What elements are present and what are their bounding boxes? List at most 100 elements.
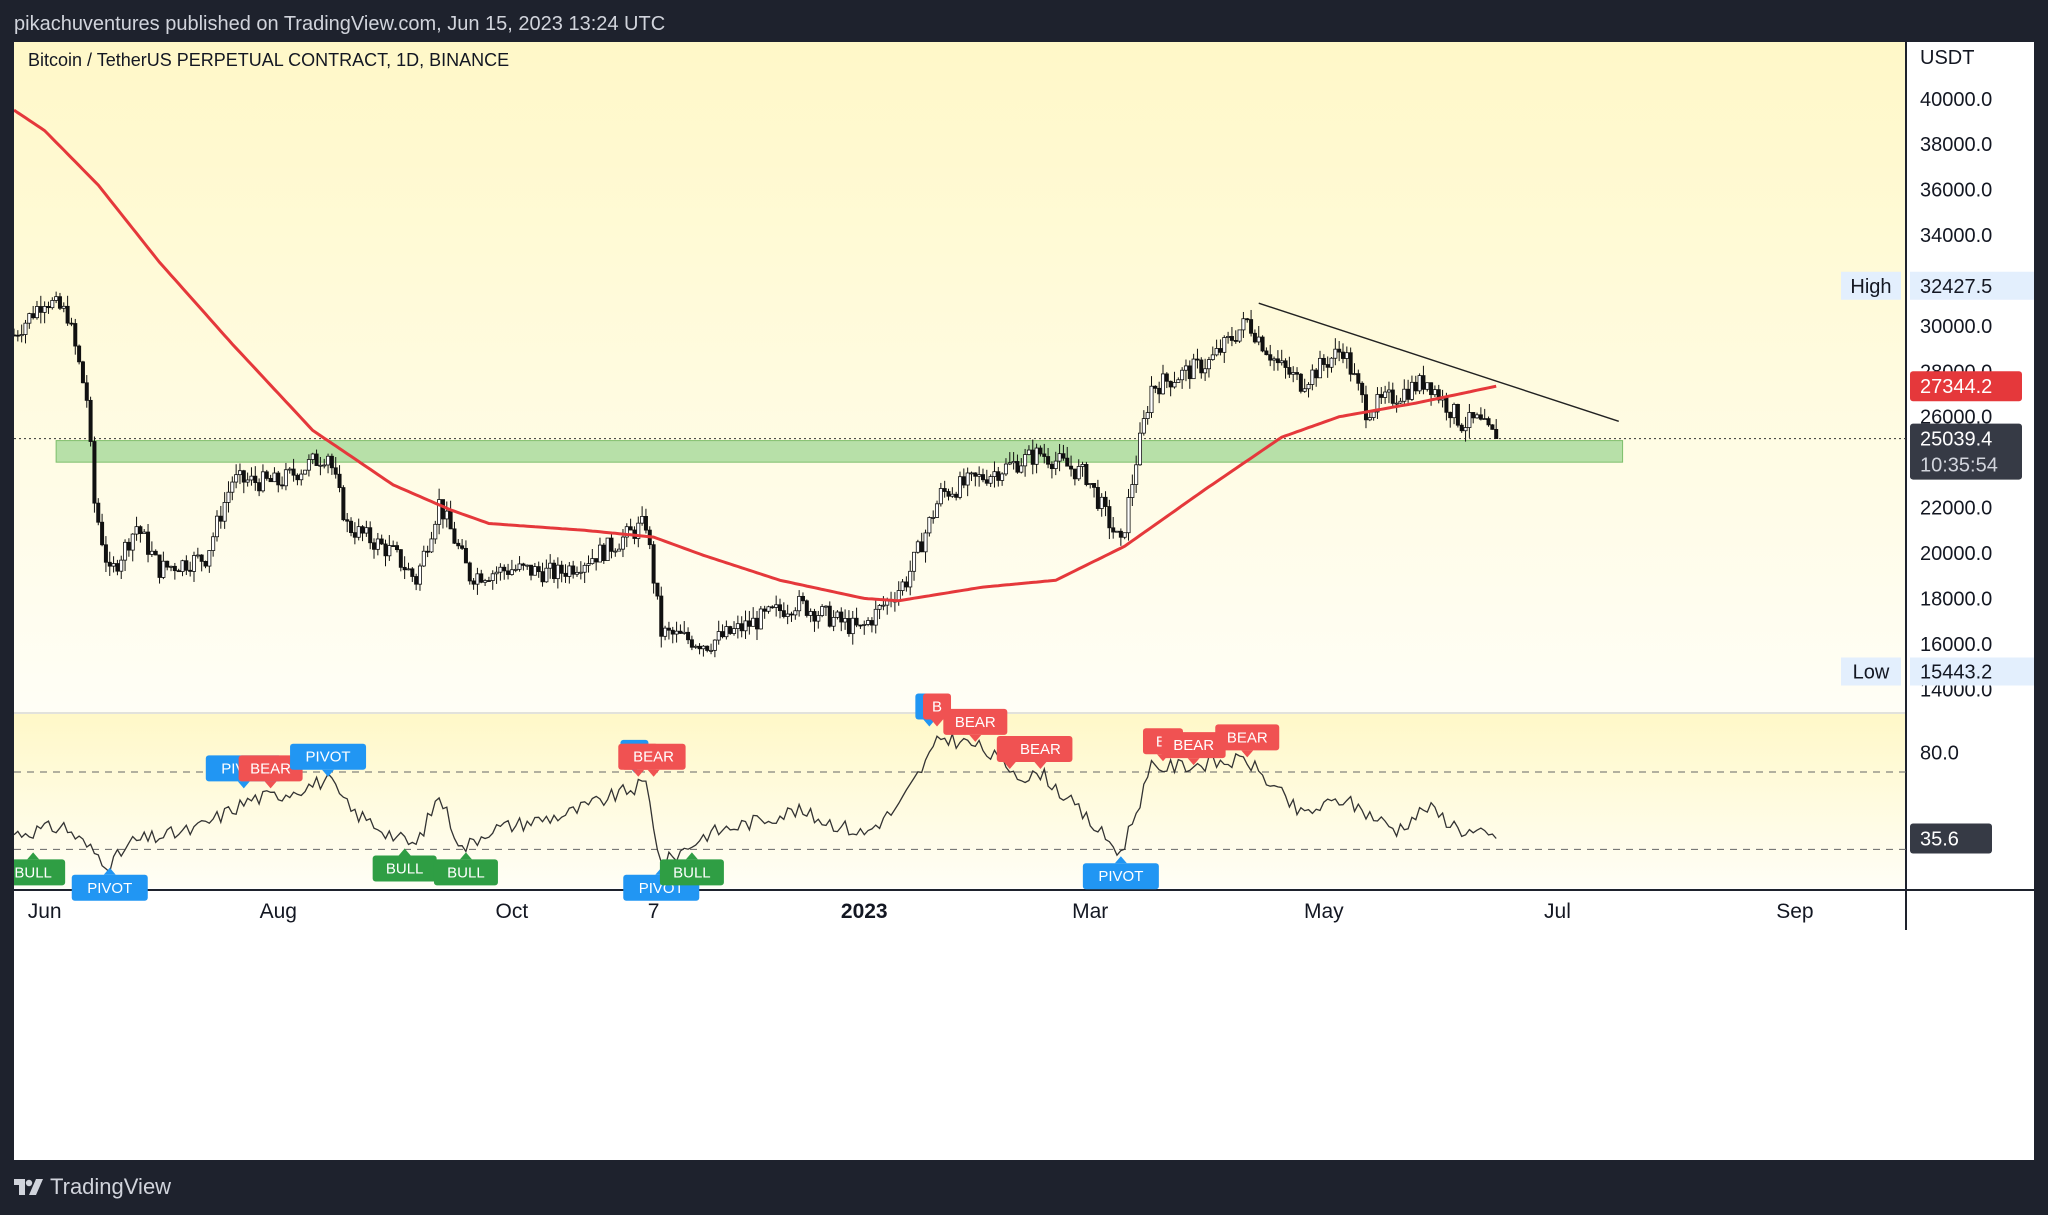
candle-body — [440, 499, 445, 520]
candle-body — [624, 526, 629, 538]
candle-body — [241, 470, 246, 483]
candle-body — [398, 549, 403, 568]
ema-line — [14, 108, 1497, 603]
candle-body — [222, 502, 227, 522]
candle-body — [823, 605, 828, 608]
candle-body — [27, 313, 32, 324]
candle-body — [172, 565, 177, 572]
candle-body — [720, 631, 725, 638]
candle-body — [969, 472, 974, 475]
candle-body — [77, 345, 82, 363]
low-value: 15443.2 — [1920, 662, 1992, 684]
bear-signal-pointer — [647, 769, 660, 777]
candle-body — [486, 580, 491, 582]
candle-body — [1229, 336, 1234, 341]
candle-body — [873, 608, 878, 626]
candle-body — [1038, 447, 1043, 455]
candle-body — [728, 626, 733, 634]
chart-frame[interactable]: Bitcoin / TetherUS PERPETUAL CONTRACT, 1… — [14, 42, 2034, 1160]
candle-body — [866, 620, 871, 625]
candle-body — [14, 334, 17, 337]
candle-body — [808, 611, 813, 616]
candle-body — [555, 564, 560, 580]
candle-body — [134, 526, 139, 535]
candle-body — [735, 623, 740, 629]
candle-body — [1187, 365, 1192, 380]
candle-body — [1111, 527, 1116, 533]
pivot-signal-pointer — [237, 781, 250, 789]
candle-body — [812, 611, 817, 622]
candle-body — [582, 564, 587, 573]
candle-body — [1275, 358, 1280, 364]
candle-body — [494, 571, 499, 575]
bull-signal-pointer — [27, 852, 40, 860]
candle-body — [467, 562, 472, 582]
chart-svg[interactable]: Bitcoin / TetherUS PERPETUAL CONTRACT, 1… — [14, 42, 2034, 1160]
candle-body — [1352, 373, 1357, 376]
tradingview-logo-icon — [14, 1179, 43, 1195]
candle-body — [1088, 483, 1093, 485]
candle-body — [69, 322, 74, 325]
candle-body — [272, 472, 277, 483]
candle-body — [869, 620, 874, 626]
candle-body — [299, 473, 304, 481]
bear-signal-pointer — [1241, 750, 1254, 758]
candle-body — [195, 554, 200, 557]
ema-value-label: 27344.2 — [1920, 376, 1992, 398]
candle-body — [954, 493, 959, 498]
candle-body — [938, 488, 943, 505]
candle-body — [1490, 424, 1495, 430]
bull-signal-box — [433, 859, 498, 886]
candle-body — [1000, 473, 1005, 481]
footer-brand: TradingView — [50, 1174, 172, 1199]
candle-body — [781, 610, 786, 617]
bear-signal-pointer — [264, 781, 277, 789]
candle-body — [1425, 382, 1430, 390]
candle-body — [513, 568, 518, 571]
candle-body — [689, 639, 694, 648]
candle-body — [157, 554, 162, 578]
bull-signal-label: BULL — [673, 864, 711, 881]
candle-body — [107, 561, 112, 567]
candle-body — [1406, 388, 1411, 400]
candle-body — [149, 550, 154, 555]
candle-body — [364, 527, 369, 534]
candle-body — [1015, 461, 1020, 473]
candle-body — [758, 608, 763, 630]
candle-body — [1356, 373, 1361, 384]
candle-body — [984, 479, 989, 484]
candle-body — [1371, 411, 1376, 418]
candle-body — [509, 569, 514, 575]
price-tick-label: 20000.0 — [1920, 543, 1992, 565]
bear-signal-box — [943, 708, 1008, 735]
candle-body — [1049, 463, 1054, 470]
pivot-signal: PIVOT — [290, 743, 367, 777]
candle-body — [1084, 464, 1089, 485]
candle-body — [540, 571, 545, 583]
candle-body — [410, 568, 415, 577]
bear-signal-box — [621, 743, 686, 770]
candle-body — [1195, 358, 1200, 361]
candle-body — [341, 487, 346, 521]
candle-body — [1394, 402, 1399, 405]
candle-body — [1138, 432, 1143, 466]
candle-body — [303, 469, 308, 475]
bear-signal-label: BEAR — [250, 760, 291, 777]
candle-body — [337, 473, 342, 488]
bull-signal-label: BULL — [386, 860, 424, 877]
bear-signal: BEAR — [1008, 736, 1073, 769]
candle-body — [770, 606, 775, 609]
candle-body — [1348, 352, 1353, 375]
candle-body — [831, 616, 836, 627]
candle-body — [237, 470, 242, 476]
candle-body — [65, 305, 70, 324]
candle-body — [417, 565, 422, 585]
candle-body — [724, 626, 729, 638]
candle-body — [1417, 375, 1422, 392]
oscillator-line — [14, 731, 1497, 874]
candle-body — [211, 536, 216, 551]
candle-body — [1386, 389, 1391, 393]
candle-body — [877, 605, 882, 610]
candle-body — [820, 606, 825, 616]
time-tick-label: Jun — [28, 900, 62, 923]
